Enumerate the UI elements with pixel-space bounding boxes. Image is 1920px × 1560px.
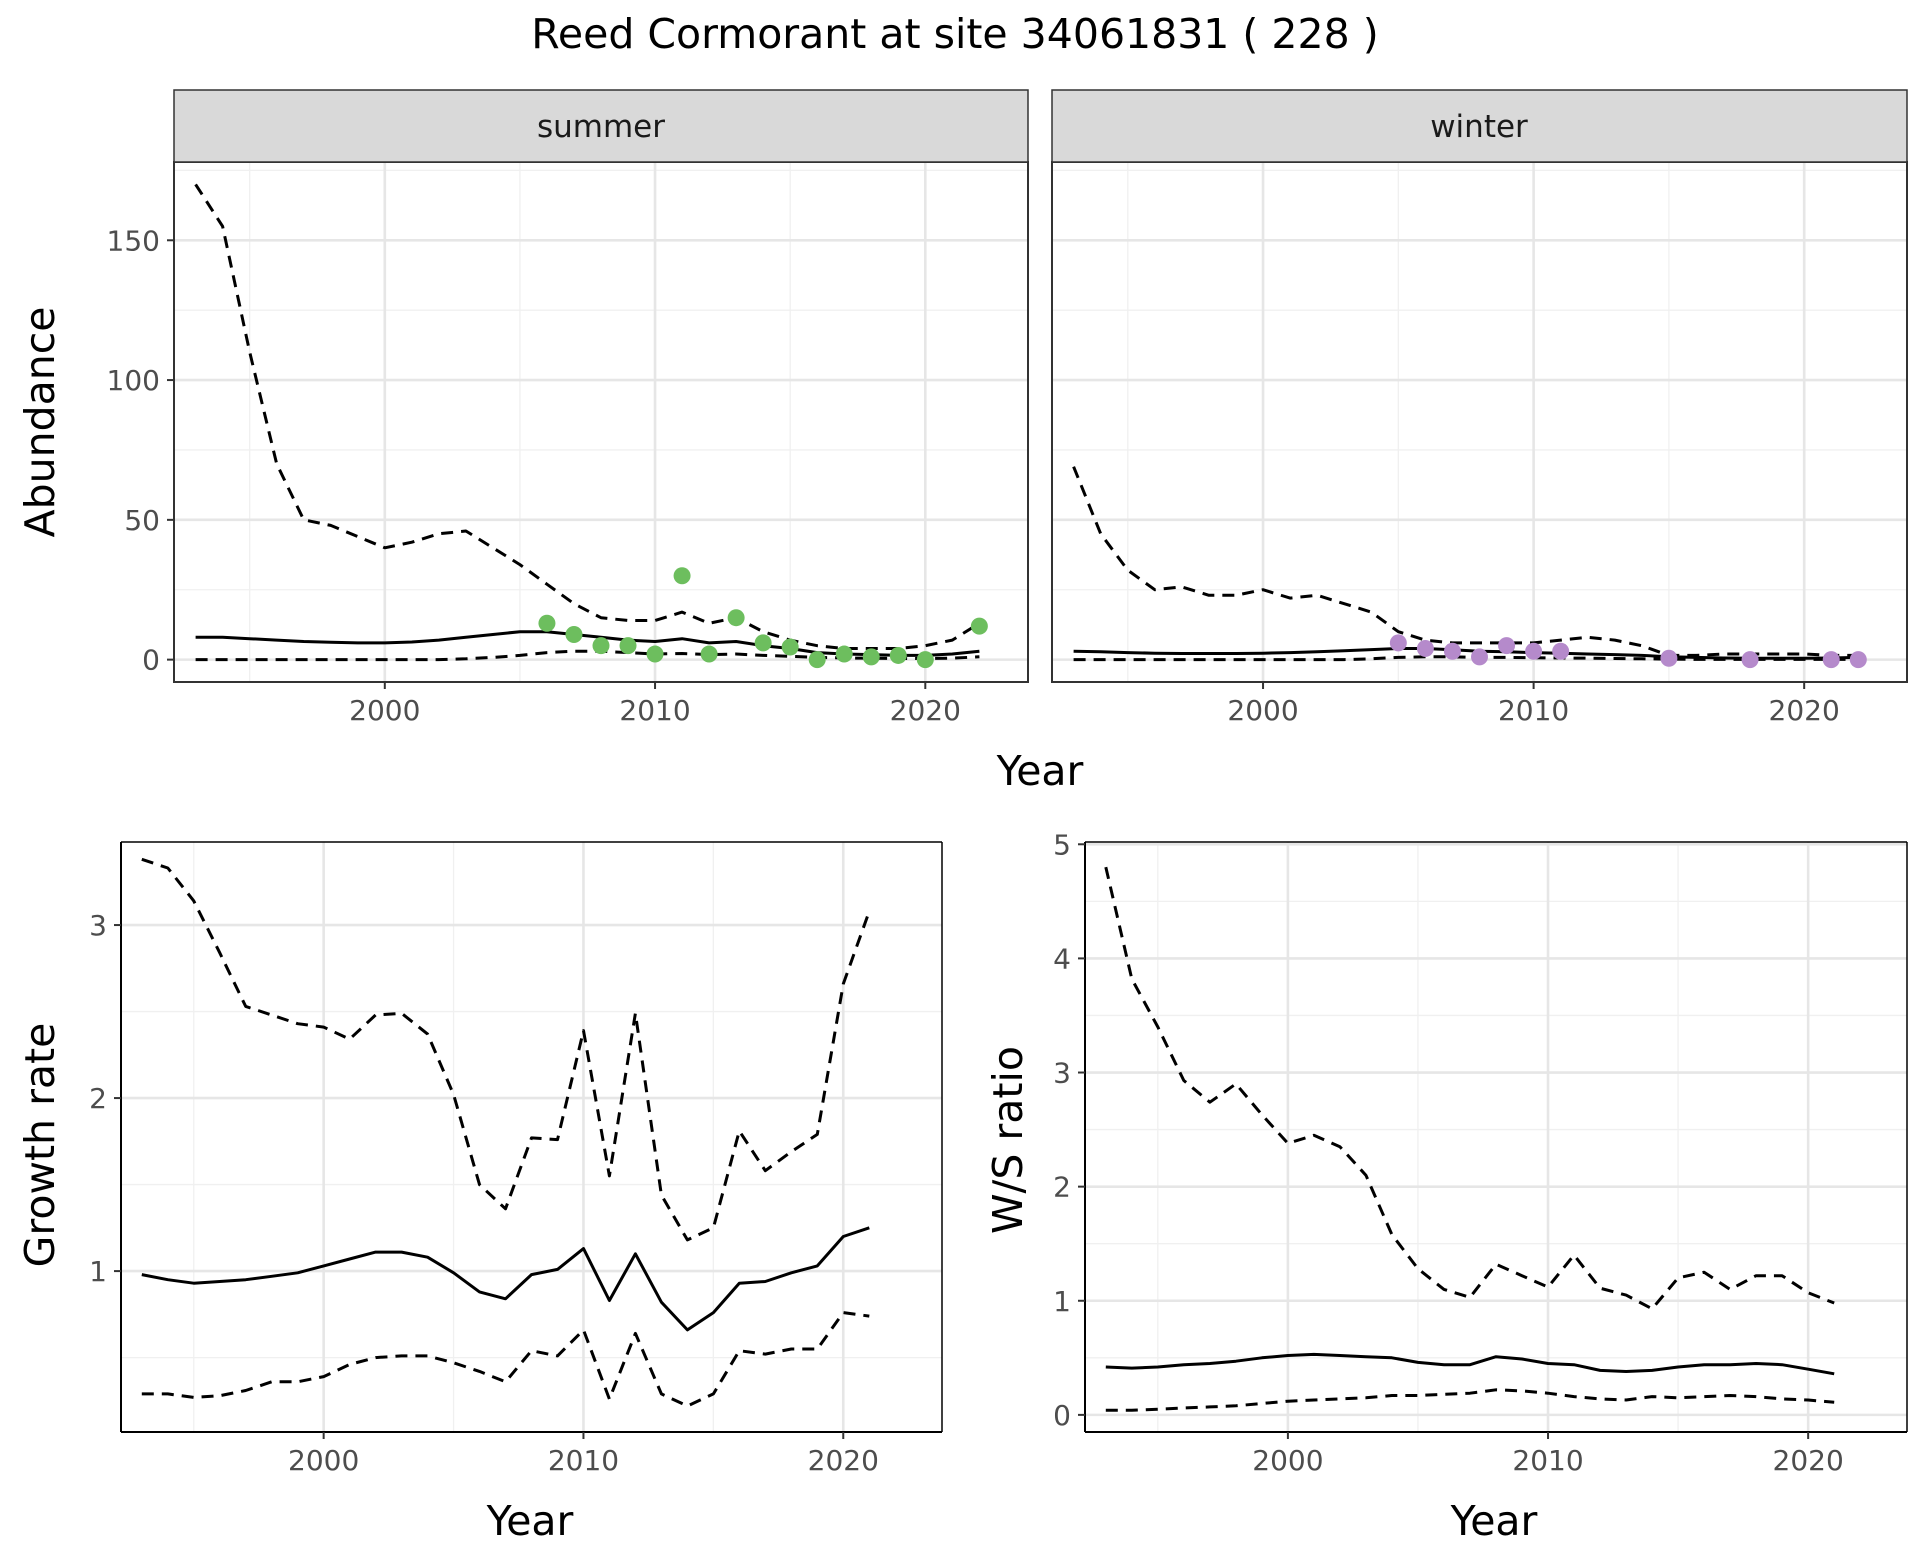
observed-point-winter	[1471, 648, 1488, 666]
plot-area-summer	[174, 162, 1028, 682]
x-tick-label-summer: 2020	[890, 694, 961, 727]
observed-point-summer	[619, 637, 637, 655]
x-tick-label-growth: 2000	[288, 1444, 359, 1477]
observed-point-winter	[1822, 651, 1840, 669]
observed-point-winter	[1660, 649, 1678, 667]
x-tick-label-ratio: 2000	[1252, 1444, 1323, 1477]
observed-point-summer	[916, 651, 934, 669]
plot-area-winter	[1052, 162, 1907, 682]
panel-winter	[1051, 89, 1908, 163]
y-tick-label-ratio: 1	[1053, 1285, 1071, 1318]
x-tick-label-winter: 2010	[1498, 694, 1569, 727]
abundance-x-axis-title: Year	[996, 747, 1084, 795]
upper-line-growth	[141, 857, 871, 1242]
observed-point-summer	[835, 645, 853, 663]
observed-point-summer	[808, 651, 826, 669]
x-tick-label-ratio: 2020	[1773, 1444, 1844, 1477]
observed-point-summer	[538, 614, 556, 632]
lower-line-summer	[195, 649, 980, 662]
observed-point-summer	[889, 646, 907, 664]
strip-winter-label: winter	[1430, 109, 1528, 145]
y-tick-label-ratio: 2	[1053, 1171, 1071, 1204]
plot-area-ratio	[1085, 842, 1907, 1432]
observed-point-summer	[754, 634, 772, 652]
strip-summer	[173, 89, 1029, 163]
observed-point-summer	[565, 625, 583, 643]
abundance-y-axis-title: Abundance	[16, 307, 64, 538]
observed-point-winter	[1552, 642, 1570, 660]
observed-point-summer	[646, 645, 664, 663]
x-tick-label-winter: 2000	[1227, 694, 1298, 727]
lower-line-ratio	[1105, 1388, 1835, 1412]
y-tick-label-summer: 100	[107, 364, 160, 397]
upper-line-winter	[1072, 466, 1859, 657]
observed-point-winter	[1416, 639, 1434, 657]
x-tick-label-summer: 2000	[349, 694, 420, 727]
strip-summer-label: summer	[537, 109, 665, 145]
chart-title: Reed Cormorant at site 34061831 ( 228 )	[531, 10, 1378, 58]
observed-point-summer	[970, 617, 988, 635]
observed-point-summer	[700, 645, 718, 663]
observed-point-winter	[1525, 642, 1543, 660]
growth-x-axis-title: Year	[486, 1497, 574, 1545]
y-tick-label-ratio: 4	[1053, 942, 1071, 975]
x-tick-label-growth: 2020	[808, 1444, 879, 1477]
upper-line-ratio	[1104, 866, 1835, 1311]
observed-point-winter	[1389, 634, 1407, 652]
observed-point-winter	[1443, 642, 1461, 660]
y-tick-label-ratio: 5	[1053, 828, 1071, 861]
y-tick-label-summer: 0	[142, 644, 160, 677]
observed-point-winter	[1741, 651, 1759, 669]
mean-line-winter	[1073, 647, 1859, 660]
lower-line-winter	[1073, 655, 1859, 662]
plot-winter: 2000 2010 2020	[1051, 161, 1908, 727]
observed-point-summer	[862, 648, 880, 666]
y-tick-label-summer: 50	[124, 504, 160, 537]
lower-line-growth	[141, 1311, 870, 1408]
y-tick-label-growth: 2	[89, 1082, 107, 1115]
ratio-x-axis-title: Year	[1450, 1497, 1538, 1545]
observed-point-winter	[1849, 651, 1867, 669]
observed-point-summer	[673, 567, 691, 585]
plot-ratio: 2000 2010 2020 0 1 2 3 4 5	[1053, 828, 1908, 1477]
strip-winter	[1051, 89, 1908, 163]
panel-summer	[173, 89, 1029, 163]
y-tick-label-ratio: 0	[1053, 1399, 1071, 1432]
plot-summer: 2000 2010 2020 0 50 100 150	[107, 161, 1029, 727]
x-tick-label-ratio: 2010	[1512, 1444, 1583, 1477]
observed-point-summer	[592, 637, 610, 655]
x-tick-label-winter: 2020	[1769, 694, 1840, 727]
observed-point-summer	[781, 638, 799, 656]
growth-y-axis-title: Growth rate	[16, 1023, 64, 1268]
plot-growth: 2000 2010 2020 1 2 3	[89, 841, 943, 1477]
ratio-y-axis-title: W/S ratio	[984, 1046, 1032, 1234]
observed-point-summer	[727, 609, 745, 627]
mean-line-growth	[141, 1226, 870, 1332]
mean-line-ratio	[1105, 1352, 1835, 1376]
x-tick-label-growth: 2010	[548, 1444, 619, 1477]
x-tick-label-summer: 2010	[619, 694, 690, 727]
y-tick-label-growth: 3	[89, 909, 107, 942]
observed-point-winter	[1498, 637, 1516, 655]
y-tick-label-growth: 1	[89, 1255, 107, 1288]
y-tick-label-ratio: 3	[1053, 1057, 1071, 1090]
y-tick-label-summer: 150	[107, 224, 160, 257]
